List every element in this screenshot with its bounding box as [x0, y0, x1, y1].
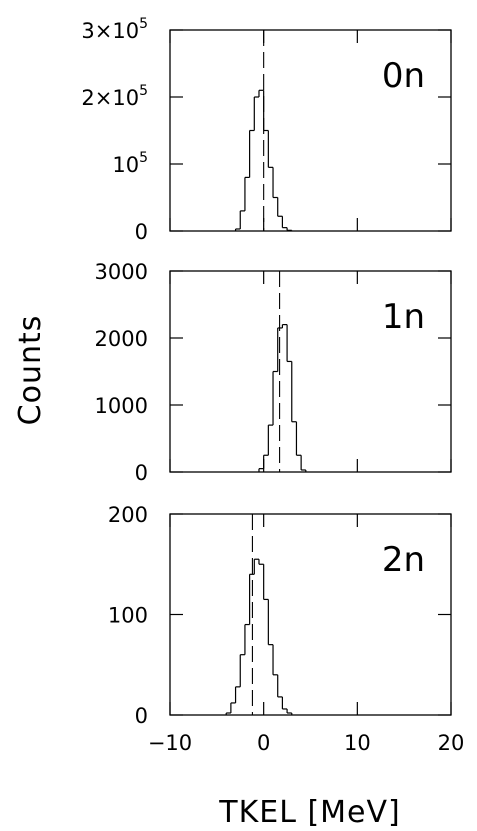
- y-tick-label: 0: [135, 461, 148, 485]
- y-tick-label: 2000: [95, 327, 148, 351]
- panel-1n: 0 1000 2000 3000 1n: [95, 260, 452, 485]
- y-tick-label: 3×105: [81, 16, 148, 43]
- y-tick-label: 0: [135, 704, 148, 728]
- y-tick-exponent: 5: [139, 16, 148, 32]
- y-tick-exponent: 5: [139, 150, 148, 166]
- histogram-panels: 01052×1053×1050n01000200030001n0100200−1…: [81, 16, 464, 755]
- y-tick-label: 3000: [95, 260, 148, 284]
- y-tick-label: 1000: [95, 394, 148, 418]
- plot-frame: [169, 270, 452, 473]
- y-tick-exponent: 5: [139, 83, 148, 99]
- y-tick-label: 2×105: [81, 83, 148, 110]
- y-axis-title: Counts: [13, 315, 48, 426]
- panel-label: 0n: [382, 56, 425, 96]
- panel-label: 1n: [382, 297, 425, 337]
- panel-label: 2n: [382, 540, 425, 580]
- y-tick-label: 100: [108, 604, 148, 628]
- x-tick-label: 20: [438, 731, 465, 755]
- y-tick-label: 105: [112, 150, 148, 177]
- y-tick-label: 0: [135, 220, 148, 244]
- x-axis-title: TKEL [MeV]: [218, 795, 400, 830]
- x-tick-label: 0: [257, 731, 270, 755]
- panel-0n: 0 105 2×105 3×105 0n: [81, 16, 452, 244]
- x-tick-label: −10: [148, 731, 192, 755]
- y-tick-label: 200: [108, 503, 148, 527]
- x-tick-label: 10: [344, 731, 371, 755]
- plot-frame: [169, 29, 452, 232]
